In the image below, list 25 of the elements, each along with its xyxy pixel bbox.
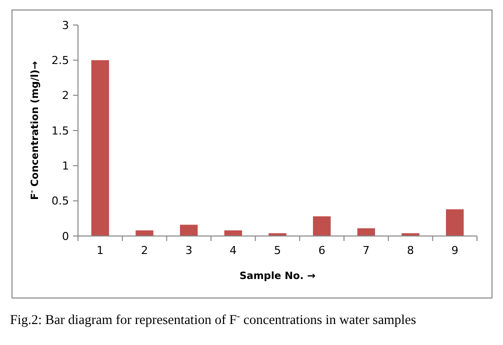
y-tick-label: 1 bbox=[62, 160, 69, 173]
bar bbox=[91, 60, 110, 236]
x-tick-label: 1 bbox=[96, 244, 104, 257]
y-tick-label: 2.5 bbox=[52, 54, 69, 68]
y-tick-label: 1.5 bbox=[52, 124, 69, 138]
bar bbox=[402, 233, 420, 236]
x-tick-label: 8 bbox=[407, 244, 414, 257]
x-tick-label: 9 bbox=[451, 244, 458, 257]
x-tick-label: 6 bbox=[318, 244, 326, 257]
y-tick-label: 0 bbox=[62, 230, 69, 243]
bar bbox=[268, 233, 286, 236]
x-tick-label: 4 bbox=[230, 244, 237, 257]
bar bbox=[136, 230, 154, 236]
x-tick-label: 2 bbox=[141, 244, 148, 257]
bar bbox=[446, 209, 464, 236]
bar bbox=[312, 216, 331, 236]
y-tick-label: 0.5 bbox=[52, 194, 69, 208]
y-tick-label: 3 bbox=[62, 18, 69, 32]
x-tick-label: 5 bbox=[274, 244, 281, 257]
x-tick-label: 3 bbox=[185, 244, 192, 257]
x-tick-label: 7 bbox=[362, 244, 370, 257]
y-tick-label: 2 bbox=[62, 89, 69, 102]
x-axis-title: Sample No. → bbox=[239, 271, 316, 282]
caption: Fig.2: Bar diagram for representation of F$^{-}$ concentrations in water samples bbox=[10, 312, 416, 327]
bar bbox=[180, 224, 198, 236]
